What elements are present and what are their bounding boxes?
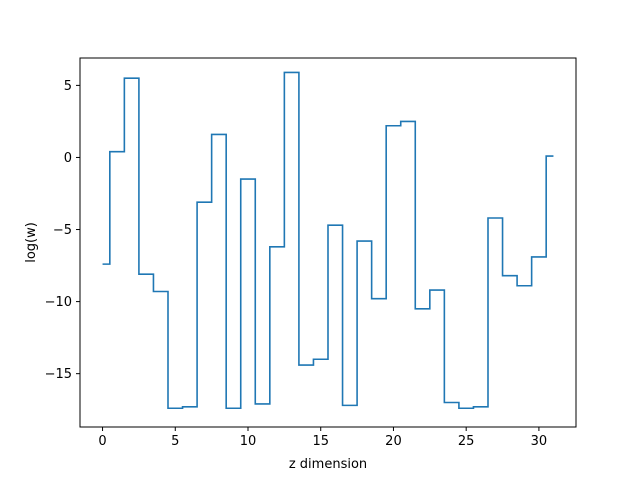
x-tick-label: 25 xyxy=(458,434,475,449)
y-tick-label: 0 xyxy=(64,151,72,166)
x-tick-label: 0 xyxy=(98,434,106,449)
y-tick-label: −15 xyxy=(45,367,72,382)
x-tick-label: 10 xyxy=(240,434,257,449)
x-tick-label: 5 xyxy=(171,434,179,449)
axes-frame xyxy=(79,57,577,428)
y-tick-label: 5 xyxy=(64,79,72,94)
x-axis-label: z dimension xyxy=(289,457,367,472)
series-line-0 xyxy=(102,71,554,410)
y-tick-label: −5 xyxy=(53,223,72,238)
y-axis-label: log(w) xyxy=(24,222,39,263)
plot-area xyxy=(102,71,554,410)
y-tick-label: −10 xyxy=(45,295,72,310)
x-tick-label: 30 xyxy=(531,434,548,449)
ticks: 0 5 10 15 20 25 30 5 0 −5 −10 −15 xyxy=(45,79,548,449)
x-tick-label: 20 xyxy=(385,434,402,449)
x-tick-label: 15 xyxy=(312,434,329,449)
